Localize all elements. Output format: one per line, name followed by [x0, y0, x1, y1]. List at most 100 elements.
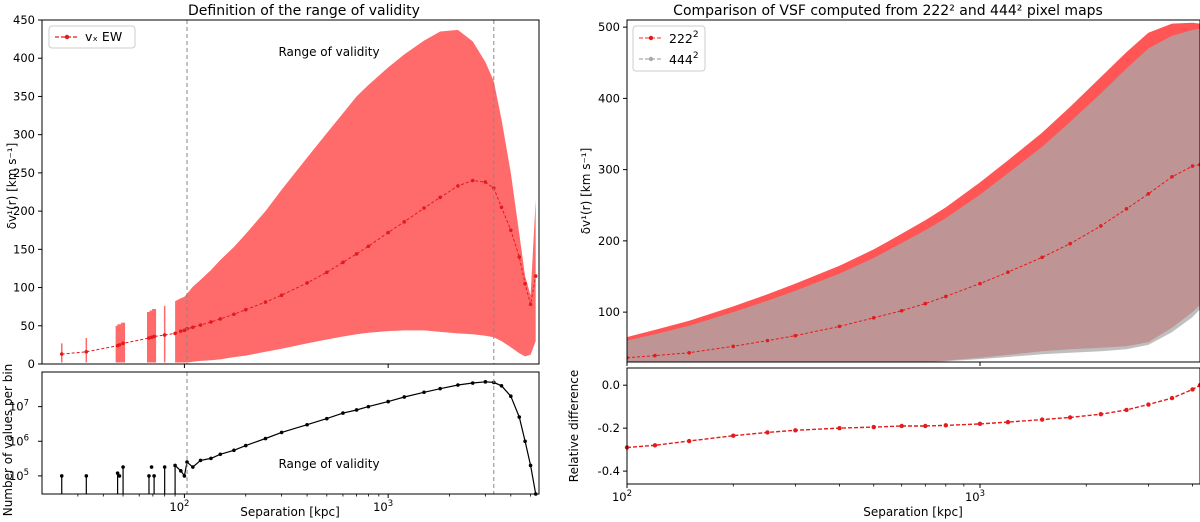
data-point — [152, 334, 156, 339]
data-point — [871, 424, 876, 430]
panel-comparison: Comparison of VSF computed from 222² and… — [579, 3, 1200, 366]
data-point — [1190, 164, 1195, 168]
data-point — [1124, 207, 1129, 211]
data-point — [533, 274, 538, 278]
data-point — [509, 228, 513, 233]
y-tick-label: 400 — [598, 91, 620, 105]
data-point — [1039, 417, 1045, 422]
data-point — [191, 325, 195, 330]
data-point — [899, 308, 904, 313]
legend-marker-swatch — [64, 34, 70, 40]
legend: 2222 4442 — [632, 25, 706, 72]
data-point — [243, 307, 248, 312]
data-point — [687, 350, 691, 355]
panel-comparison-title: Comparison of VSF computed from 222² and… — [673, 3, 1103, 19]
data-point — [121, 341, 125, 346]
data-point — [499, 205, 504, 210]
count-point — [354, 408, 359, 412]
data-point — [1005, 419, 1011, 425]
data-point — [232, 312, 236, 317]
data-point — [218, 317, 223, 321]
x-tick-label: 103 — [965, 489, 985, 504]
data-point — [765, 430, 770, 435]
panel-reldiff-frame — [626, 367, 1200, 485]
panel-relative-difference: Relative difference Separation [kpc] -0.… — [567, 367, 1200, 519]
y-tick-label: 100 — [598, 305, 620, 319]
data-point — [438, 195, 442, 200]
count-point — [115, 471, 120, 475]
panel-counts-frame — [41, 371, 540, 495]
data-point — [209, 320, 213, 324]
data-point — [117, 343, 122, 347]
data-point — [325, 270, 329, 275]
data-point — [943, 423, 948, 428]
data-point — [1124, 407, 1129, 413]
count-point — [483, 380, 488, 384]
panel-validity-ylabel: δv¹(r) [km s⁻¹] — [5, 143, 19, 230]
data-point — [162, 333, 167, 337]
count-point — [456, 383, 460, 387]
y-tick-label: 300 — [13, 128, 35, 142]
y-tick-label: 107 — [9, 399, 29, 414]
data-point — [59, 352, 64, 356]
data-point — [1067, 415, 1073, 420]
y-tick-label: 0.0 — [602, 378, 620, 392]
y-tick-label: 500 — [598, 20, 620, 34]
legend-marker-444 — [648, 56, 654, 62]
count-point — [438, 386, 442, 391]
y-tick-label: 250 — [13, 166, 35, 180]
data-point — [1197, 382, 1200, 388]
data-point — [1170, 174, 1174, 179]
data-point — [731, 344, 736, 349]
count-point — [173, 463, 177, 468]
data-point — [402, 220, 407, 224]
data-point — [1040, 255, 1044, 260]
data-point — [837, 324, 842, 329]
count-point — [263, 436, 268, 441]
uncertainty-band — [175, 29, 536, 363]
panel-reldiff-xlabel: Separation [kpc] — [863, 505, 963, 519]
count-point — [470, 381, 475, 385]
x-tick-label: 102 — [169, 499, 189, 514]
legend-label-vx-ew: vₓ EW — [85, 29, 122, 44]
count-line — [174, 381, 537, 495]
count-point — [218, 452, 223, 457]
panel-validity-vsf: Definition of the range of validity δv¹(… — [5, 3, 540, 371]
count-point — [509, 394, 513, 399]
count-point — [523, 439, 527, 444]
panel-comparison-ylabel: δv¹(r) [km s⁻¹] — [579, 148, 593, 235]
count-point — [182, 474, 187, 478]
range-of-validity-annotation-counts: Range of validity — [278, 457, 379, 471]
count-point — [325, 416, 329, 421]
data-point — [1098, 411, 1104, 417]
legend-box — [48, 25, 136, 49]
data-point — [977, 421, 983, 427]
y-tick-label: 200 — [598, 234, 620, 248]
count-point — [149, 465, 154, 469]
panel-counts: Number of values per bin Separation [kpc… — [1, 364, 540, 519]
y-tick-label: 400 — [13, 51, 35, 65]
data-point — [653, 353, 657, 358]
data-point — [765, 338, 770, 343]
y-tick-label: 150 — [13, 242, 35, 256]
data-point — [422, 206, 426, 210]
data-point — [899, 423, 904, 429]
panel-counts-xlabel: Separation [kpc] — [240, 505, 340, 519]
count-point — [152, 474, 156, 478]
band-444 — [627, 28, 1200, 362]
data-point — [686, 438, 692, 444]
mean-line-vx-ew — [61, 179, 537, 355]
y-tick-label: -0.2 — [598, 421, 620, 435]
panel-reldiff-ylabel: Relative difference — [567, 370, 581, 482]
data-point — [652, 443, 658, 448]
data-point — [182, 328, 187, 333]
data-point — [305, 281, 309, 285]
count-point — [402, 395, 407, 399]
count-point — [279, 430, 284, 435]
count-point — [191, 465, 195, 469]
data-point — [263, 300, 268, 304]
legend-marker-222 — [648, 35, 654, 41]
panel-validity-frame — [41, 19, 540, 365]
count-point — [528, 463, 533, 468]
y-tick-label: 0 — [28, 357, 35, 371]
